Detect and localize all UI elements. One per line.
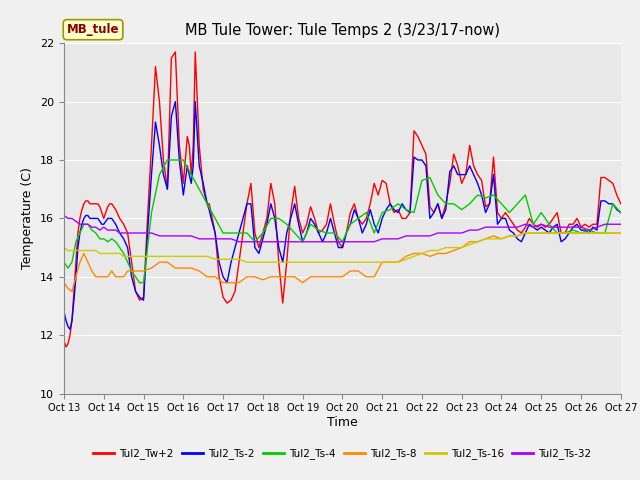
- Text: MB_tule: MB_tule: [67, 23, 119, 36]
- Legend: Tul2_Tw+2, Tul2_Ts-2, Tul2_Ts-4, Tul2_Ts-8, Tul2_Ts-16, Tul2_Ts-32: Tul2_Tw+2, Tul2_Ts-2, Tul2_Ts-4, Tul2_Ts…: [89, 444, 596, 464]
- Y-axis label: Temperature (C): Temperature (C): [22, 168, 35, 269]
- Title: MB Tule Tower: Tule Temps 2 (3/23/17-now): MB Tule Tower: Tule Temps 2 (3/23/17-now…: [185, 23, 500, 38]
- X-axis label: Time: Time: [327, 416, 358, 429]
